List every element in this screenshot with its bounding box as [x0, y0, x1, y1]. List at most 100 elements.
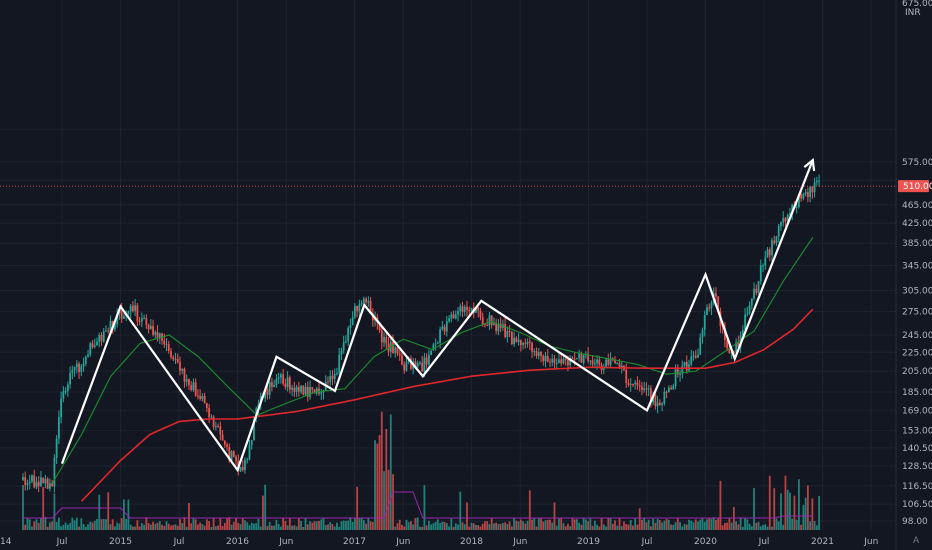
candle-body — [71, 370, 74, 373]
volume-bar — [708, 517, 711, 530]
volume-bar — [24, 524, 27, 530]
volume-bar — [118, 523, 121, 530]
volume-bar — [611, 523, 614, 530]
volume-bar — [806, 485, 809, 530]
volume-bar — [739, 517, 742, 530]
candle-body — [26, 483, 29, 486]
volume-bar — [143, 524, 145, 530]
volume-bar — [336, 522, 338, 530]
auto-scale-button[interactable]: A — [913, 536, 920, 546]
volume-bar — [421, 526, 424, 530]
candle-body — [201, 395, 204, 400]
candle-body — [582, 355, 585, 363]
candle-body — [506, 331, 509, 337]
candle-body — [342, 342, 345, 351]
time-tick-label: 2020 — [694, 537, 717, 547]
volume-bar — [567, 523, 569, 530]
volume-bar — [57, 517, 60, 530]
volume-bar — [641, 519, 643, 530]
volume-bar — [663, 520, 666, 530]
candle-body — [35, 481, 38, 488]
volume-bar — [759, 526, 762, 530]
volume-bar — [542, 521, 545, 530]
volume-bar — [109, 524, 112, 530]
volume-bar — [634, 518, 637, 530]
candle-body — [331, 375, 334, 379]
candle-body — [775, 236, 778, 244]
volume-bar — [434, 521, 437, 530]
candle-body — [535, 351, 538, 356]
auto-scale-icon[interactable]: A — [913, 536, 920, 546]
candle-body — [239, 466, 242, 472]
volume-bar — [771, 526, 773, 530]
volume-bar — [540, 518, 542, 530]
volume-bar — [75, 517, 78, 530]
candle-body — [167, 344, 170, 351]
candle-body — [573, 358, 576, 360]
price-tick-label: 106.50 — [902, 500, 932, 510]
candle-body — [293, 387, 296, 392]
volume-bar — [531, 519, 533, 530]
last-price-marker: 510.00 — [0, 180, 932, 193]
candle-body — [64, 391, 67, 393]
candle-body — [445, 321, 448, 332]
candle-body — [248, 444, 251, 460]
candle-body — [728, 348, 731, 354]
volume-bar — [571, 517, 574, 530]
candle-body — [436, 342, 439, 344]
volume-bar — [208, 521, 211, 530]
price-tick-label: 169.00 — [902, 406, 932, 416]
volume-bar — [102, 518, 105, 530]
volume-bar — [470, 522, 473, 530]
candle-body — [681, 365, 684, 374]
time-axis[interactable]: 14 Jul 2015 Jul 2016 Jun 2017 Jun 2018 Jun 2019 Jul… — [0, 537, 878, 547]
volume-bar — [235, 518, 237, 530]
volume-bar — [66, 524, 69, 530]
volume-bar — [107, 492, 110, 530]
candle-body — [806, 192, 809, 198]
volume-bar — [134, 526, 137, 530]
candle-body — [181, 368, 184, 371]
candle-body — [611, 358, 614, 360]
candle-body — [62, 391, 65, 399]
volume-bar — [194, 519, 197, 530]
volume-bar — [515, 520, 518, 530]
volume-bar — [746, 519, 749, 530]
pattern-zigzag-line[interactable] — [60, 159, 814, 473]
volume-bar — [367, 517, 370, 530]
price-axis[interactable]: 675.00 575.00 465.00 425.00 385.00 345.00 305.… — [902, 0, 932, 527]
volume-ma-line — [23, 491, 813, 519]
candle-body — [392, 341, 394, 354]
volume-bar — [210, 526, 213, 530]
volume-bar — [416, 517, 419, 530]
volume-bar — [69, 522, 71, 530]
volume-bar — [241, 517, 244, 530]
volume-bar — [600, 517, 603, 530]
candle-body — [398, 353, 401, 356]
volume-bar — [549, 519, 551, 530]
candle-body — [493, 323, 495, 326]
candle-body — [589, 360, 592, 362]
time-tick-label: 14 — [0, 537, 12, 547]
volume-bar — [158, 521, 161, 530]
candle-body — [69, 372, 71, 385]
candle-body — [750, 298, 753, 306]
candle-body — [282, 374, 285, 384]
candle-body — [333, 373, 336, 379]
pattern-drawing[interactable] — [60, 157, 816, 473]
candle-body — [748, 305, 751, 314]
price-tick-label: 275.00 — [902, 308, 932, 318]
candle-body — [208, 408, 211, 418]
volume-bar — [311, 522, 314, 530]
candle-body — [394, 347, 397, 354]
candle-body — [73, 367, 76, 371]
volume-bar — [712, 517, 715, 530]
candle-body — [683, 361, 686, 366]
candle-body — [367, 300, 370, 303]
candle-body — [419, 362, 421, 364]
candle-body — [768, 249, 771, 256]
volume-bar — [546, 519, 549, 530]
candle-body — [423, 357, 426, 372]
candle-body — [430, 350, 433, 356]
